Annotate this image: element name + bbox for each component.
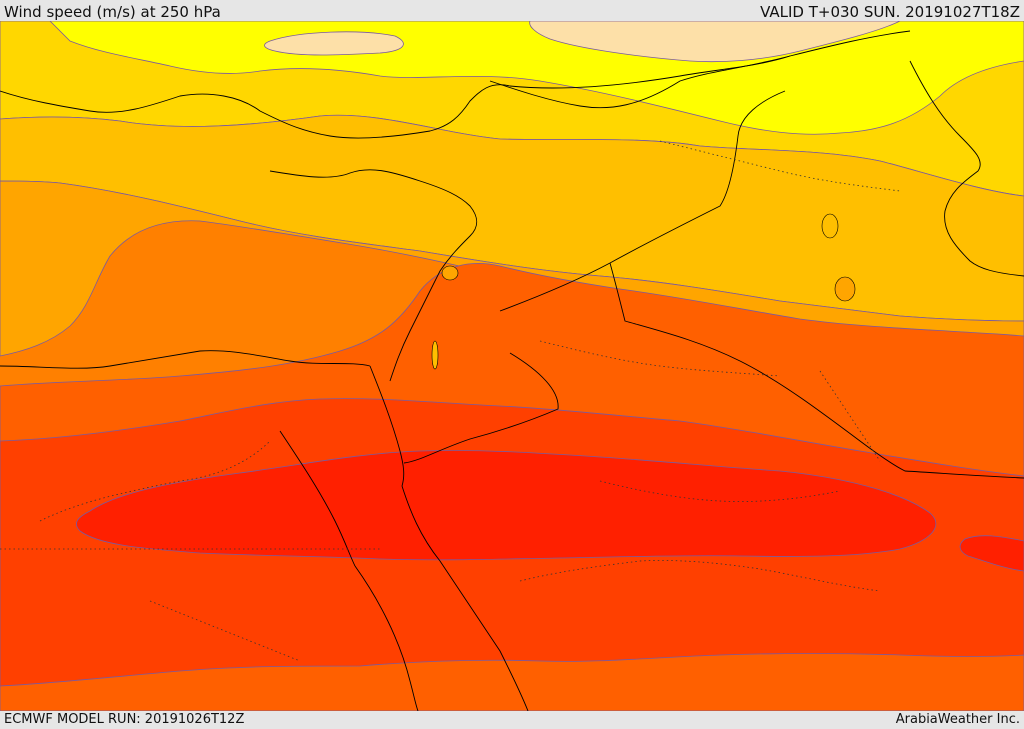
band-lightest-1 [264,31,404,56]
lake-small-2 [821,213,839,239]
map-title: Wind speed (m/s) at 250 hPa [4,3,221,21]
band-deep-red [76,450,937,561]
band-orange-bottom [0,653,1024,711]
wind-speed-map [0,21,1024,711]
model-run-label: ECMWF MODEL RUN: 20191026T12Z [4,712,245,727]
valid-time: VALID T+030 SUN. 20191027T18Z [760,3,1020,21]
admin-boundaries [0,140,901,662]
sea-of-galilee [441,265,459,281]
band-lightest-2 [529,21,901,63]
credit-label: ArabiaWeather Inc. [895,712,1020,727]
country-borders [0,30,1024,711]
dead-sea [431,340,439,370]
header-bar: Wind speed (m/s) at 250 hPa VALID T+030 … [0,0,1024,21]
band-deep-red-right [959,535,1024,572]
lake-small-1 [834,276,856,302]
footer-bar: ECMWF MODEL RUN: 20191026T12Z ArabiaWeat… [0,711,1024,729]
